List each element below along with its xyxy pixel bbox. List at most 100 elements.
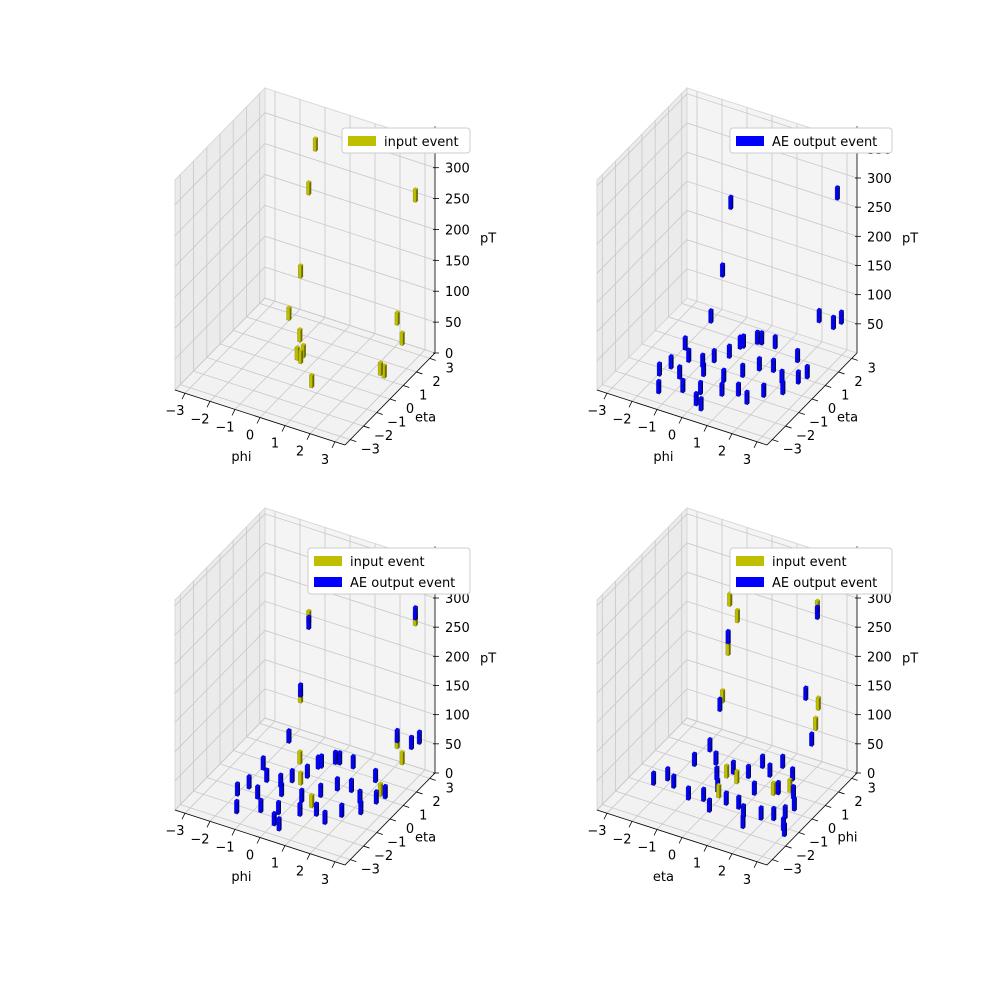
y-tick-label: 3: [446, 361, 454, 376]
x-axis-label: eta: [653, 870, 674, 885]
bar-output: [408, 734, 414, 751]
y-tick-label: −2: [796, 849, 815, 864]
bar-output: [373, 789, 379, 805]
y-tick-mark: [798, 832, 805, 835]
bar-input: [377, 360, 383, 377]
x-tick-mark: [231, 829, 236, 836]
bar-output: [756, 356, 762, 372]
y-tick-mark: [785, 425, 792, 429]
y-tick-mark: [429, 358, 436, 361]
grid-line: [656, 107, 748, 410]
grid-line: [596, 239, 858, 332]
bar-input: [394, 310, 400, 326]
grid-line: [596, 571, 858, 665]
x-tick-mark: [603, 813, 608, 820]
grid-line: [596, 600, 858, 694]
y-axis-label: eta: [415, 831, 436, 846]
y-tick-label: −1: [809, 836, 828, 851]
bar-input: [312, 136, 318, 152]
x-tick-label: 2: [296, 445, 304, 460]
bar-input: [377, 781, 383, 798]
grid-line: [615, 161, 786, 427]
bar-input: [298, 348, 304, 365]
bar-output: [775, 779, 781, 796]
x-tick-mark: [206, 401, 211, 408]
x-tick-mark: [231, 409, 236, 416]
x-tick-mark: [603, 393, 608, 400]
bar-output: [795, 369, 801, 385]
z-axis-label: pT: [902, 652, 918, 667]
bar-output: [276, 799, 281, 816]
y-tick-mark: [403, 385, 410, 388]
y-tick-label: 1: [419, 388, 427, 403]
x-tick-mark: [753, 441, 758, 448]
y-tick-label: −1: [387, 416, 406, 431]
x-tick-mark: [181, 393, 186, 400]
bar-output: [276, 816, 282, 832]
bar-input: [306, 180, 312, 196]
z-tick-label: 200: [867, 650, 892, 665]
x-tick-mark: [256, 417, 261, 424]
legend-swatch-output: [736, 136, 764, 146]
grid-line: [174, 659, 436, 752]
bar-output: [701, 361, 707, 378]
chart-panel-4: −3−2−10123eta−3−2−10123phi05010015020025…: [587, 506, 918, 888]
bar-output: [781, 821, 787, 838]
grid-line: [601, 174, 773, 440]
x-tick-mark: [678, 837, 683, 844]
chart-panel-3: −3−2−10123phi−3−2−10123eta05010015020025…: [165, 506, 496, 888]
bar-output: [814, 604, 820, 621]
bar-output: [258, 797, 264, 814]
bar-output: [318, 753, 324, 769]
y-tick-label: 2: [854, 795, 862, 810]
bar-output: [358, 799, 364, 816]
bar-output: [740, 362, 746, 379]
bar-output: [816, 307, 822, 324]
x-axis-label: phi: [231, 870, 251, 885]
y-tick-label: −2: [374, 429, 393, 444]
legend-label: AE output event: [772, 576, 877, 591]
x-tick-mark: [628, 401, 633, 408]
chart-panel-1: −3−2−10123phi−3−2−10123eta05010015020025…: [165, 86, 496, 468]
legend-label: input event: [384, 135, 459, 150]
x-tick-label: −2: [190, 832, 209, 847]
y-tick-mark: [416, 371, 423, 375]
bar-output: [725, 628, 731, 645]
x-axis-label: phi: [653, 450, 673, 465]
x-tick-label: 3: [321, 873, 329, 888]
bar-output: [665, 766, 671, 782]
bar-input: [734, 607, 740, 624]
bar-output: [698, 396, 704, 412]
grid-line: [596, 151, 858, 245]
bar-output: [680, 377, 686, 394]
y-tick-mark: [389, 398, 397, 402]
grid-line: [681, 115, 773, 418]
bar-output: [298, 682, 304, 698]
x-tick-label: 2: [718, 865, 726, 880]
z-tick-label: 50: [445, 738, 462, 753]
bar-input: [298, 263, 304, 279]
bar-output: [759, 330, 765, 346]
bar-output: [651, 770, 657, 787]
x-tick-mark: [703, 845, 708, 852]
z-tick-label: 100: [867, 289, 892, 304]
x-tick-mark: [306, 433, 311, 440]
y-tick-mark: [376, 412, 383, 415]
bar-output: [348, 777, 354, 794]
y-tick-mark: [825, 805, 832, 808]
x-tick-label: 2: [296, 865, 304, 880]
z-tick-label: 50: [867, 318, 884, 333]
bar-output: [693, 390, 699, 407]
legend: AE output event: [729, 127, 893, 154]
bar-input: [297, 327, 303, 343]
x-tick-label: 3: [743, 453, 751, 468]
bar-output: [289, 767, 295, 784]
bar-output: [322, 809, 328, 826]
bar-input: [716, 783, 722, 799]
grid-line: [596, 630, 858, 723]
y-tick-mark: [851, 778, 858, 781]
grid-line: [174, 297, 436, 391]
grid-line: [174, 630, 436, 723]
legend-label: AE output event: [772, 135, 877, 150]
